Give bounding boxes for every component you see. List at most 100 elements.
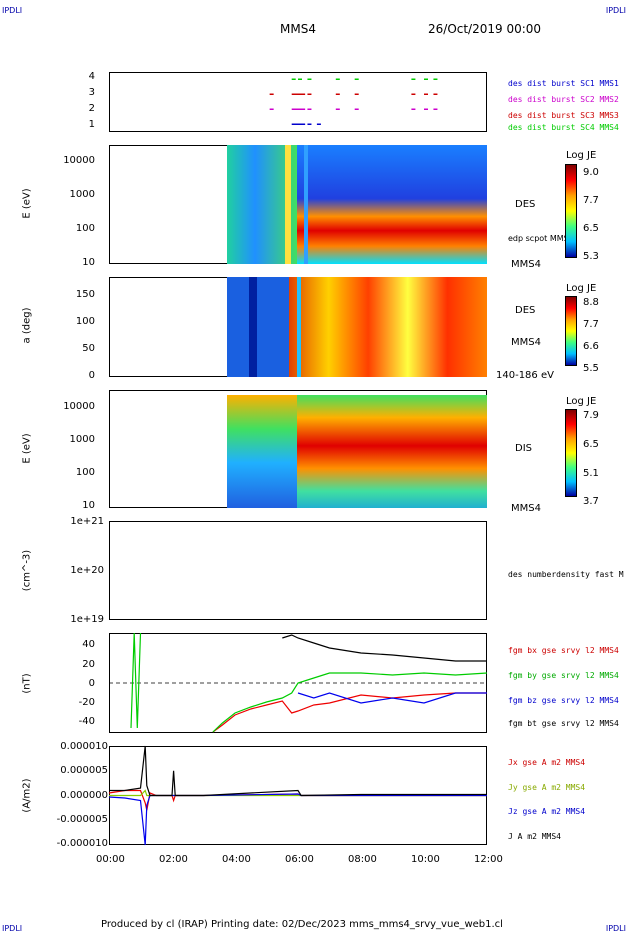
series-line <box>297 692 487 704</box>
des-pitch-panel <box>109 277 487 377</box>
current-ytick: -0.000010 <box>56 838 108 849</box>
dis-energy-cbar-tick: 3.7 <box>583 496 599 507</box>
burst-marker <box>298 108 302 110</box>
burst-ytick: 4 <box>88 71 95 82</box>
series-line <box>109 745 487 797</box>
current-panel <box>108 745 487 846</box>
burst-marker <box>354 108 359 110</box>
time-tick: 06:00 <box>285 854 314 865</box>
des-energy-ytick: 10 <box>82 257 95 268</box>
dis-energy-ytick: 10000 <box>63 401 95 412</box>
dis-energy-ytick: 1000 <box>69 434 95 445</box>
burst-marker <box>316 123 321 125</box>
dis-energy-ytick: 100 <box>75 467 95 478</box>
current-plot <box>108 745 487 846</box>
fgm-legend-bt: fgm bt gse srvy l2 MMS4 <box>508 719 619 728</box>
burst-marker <box>354 78 359 80</box>
burst-marker <box>298 123 302 125</box>
burst-marker <box>301 123 306 125</box>
burst-marker <box>411 93 416 95</box>
des-energy-bottom-label: MMS4 <box>511 259 541 270</box>
fgm-legend-bx: fgm bx gse srvy l2 MMS4 <box>508 646 619 655</box>
burst-marker <box>433 78 438 80</box>
burst-marker <box>298 78 302 80</box>
current-ytick: -0.000005 <box>56 814 108 825</box>
des-energy-cbar-tick: 9.0 <box>583 167 599 178</box>
series-line <box>108 793 487 846</box>
time-tick: 10:00 <box>411 854 440 865</box>
des-energy-spectrogram <box>227 145 487 264</box>
dis-energy-cbar-tick: 6.5 <box>583 439 599 450</box>
fgm-ytick: 40 <box>82 639 95 650</box>
dis-energy-ylabel: E (eV) <box>21 433 33 464</box>
current-legend-j: J A m2 MMS4 <box>508 832 561 841</box>
burst-legend-mms1: des dist burst SC1 MMS1 <box>508 79 619 88</box>
burst-marker <box>307 78 312 80</box>
des-pitch-colorbar <box>565 296 577 366</box>
corner-label-top-left: IPDLI <box>2 6 23 15</box>
density-legend: des numberdensity fast M <box>508 570 624 579</box>
des-pitch-cbar-title: Log JE <box>566 283 597 294</box>
des-energy-cbar-title: Log JE <box>566 150 597 161</box>
burst-marker <box>291 78 296 80</box>
burst-marker <box>433 93 438 95</box>
des-energy-cbar-tick: 5.3 <box>583 251 599 262</box>
fgm-legend-bz: fgm bz gse srvy l2 MMS4 <box>508 696 619 705</box>
density-ytick: 1e+20 <box>70 565 104 576</box>
dis-energy-colorbar <box>565 409 577 497</box>
density-ytick: 1e+19 <box>70 614 104 625</box>
burst-panel <box>109 72 487 132</box>
burst-marker <box>335 93 340 95</box>
fgm-panel <box>109 632 488 733</box>
burst-plot <box>269 78 438 125</box>
des-pitch-ytick: 0 <box>88 370 95 381</box>
dis-energy-panel <box>109 390 487 508</box>
burst-ytick: 2 <box>88 103 95 114</box>
current-ytick: 0.000010 <box>60 741 108 752</box>
series-line <box>130 632 488 733</box>
des-energy-colorbar <box>565 164 577 258</box>
burst-marker <box>298 93 302 95</box>
burst-marker <box>294 123 299 125</box>
burst-ytick: 1 <box>88 119 95 130</box>
burst-legend-mms4: des dist burst SC4 MMS4 <box>508 123 619 132</box>
series-line <box>282 634 487 662</box>
corner-label-top-right: IPDLI <box>605 6 626 15</box>
des-pitch-label: DES <box>515 305 536 316</box>
burst-marker <box>307 123 312 125</box>
burst-marker <box>269 108 274 110</box>
burst-marker <box>269 93 274 95</box>
burst-marker <box>424 108 428 110</box>
dis-energy-ytick: 10 <box>82 500 95 511</box>
dis-energy-cbar-tick: 5.1 <box>583 468 599 479</box>
burst-marker <box>411 108 416 110</box>
dis-energy-cbar-tick: 7.9 <box>583 410 599 421</box>
current-legend-jx: Jx gse A m2 MMS4 <box>508 758 586 767</box>
burst-marker <box>294 93 299 95</box>
burst-marker <box>291 93 296 95</box>
des-energy-ytick: 10000 <box>63 155 95 166</box>
corner-label-bottom-left: IPDLI <box>2 924 23 933</box>
fgm-legend-by: fgm by gse srvy l2 MMS4 <box>508 671 619 680</box>
fgm-ytick: 0 <box>88 678 95 689</box>
des-energy-sublabel: edp scpot MMS4 <box>508 234 574 243</box>
current-legend-jz: Jz gse A m2 MMS4 <box>508 807 586 816</box>
current-ylabel: (A/m2) <box>21 778 33 813</box>
burst-marker <box>335 78 340 80</box>
spacecraft-title: MMS4 <box>280 22 316 36</box>
des-energy-cbar-tick: 6.5 <box>583 223 599 234</box>
fgm-plot <box>109 632 488 733</box>
des-pitch-cbar-tick: 6.6 <box>583 341 599 352</box>
fgm-ytick: 20 <box>82 659 95 670</box>
des-pitch-sublabel: MMS4 <box>511 337 541 348</box>
des-pitch-bottom-label: 140-186 eV <box>496 370 554 381</box>
des-pitch-ytick: 100 <box>75 316 95 327</box>
des-pitch-cbar-tick: 8.8 <box>583 297 599 308</box>
time-tick: 02:00 <box>159 854 188 865</box>
burst-marker <box>307 108 312 110</box>
density-ylabel: (cm^-3) <box>21 549 33 592</box>
fgm-ytick: -20 <box>78 697 95 708</box>
burst-marker <box>301 93 306 95</box>
des-pitch-spectrogram <box>227 277 487 377</box>
burst-marker <box>424 93 428 95</box>
